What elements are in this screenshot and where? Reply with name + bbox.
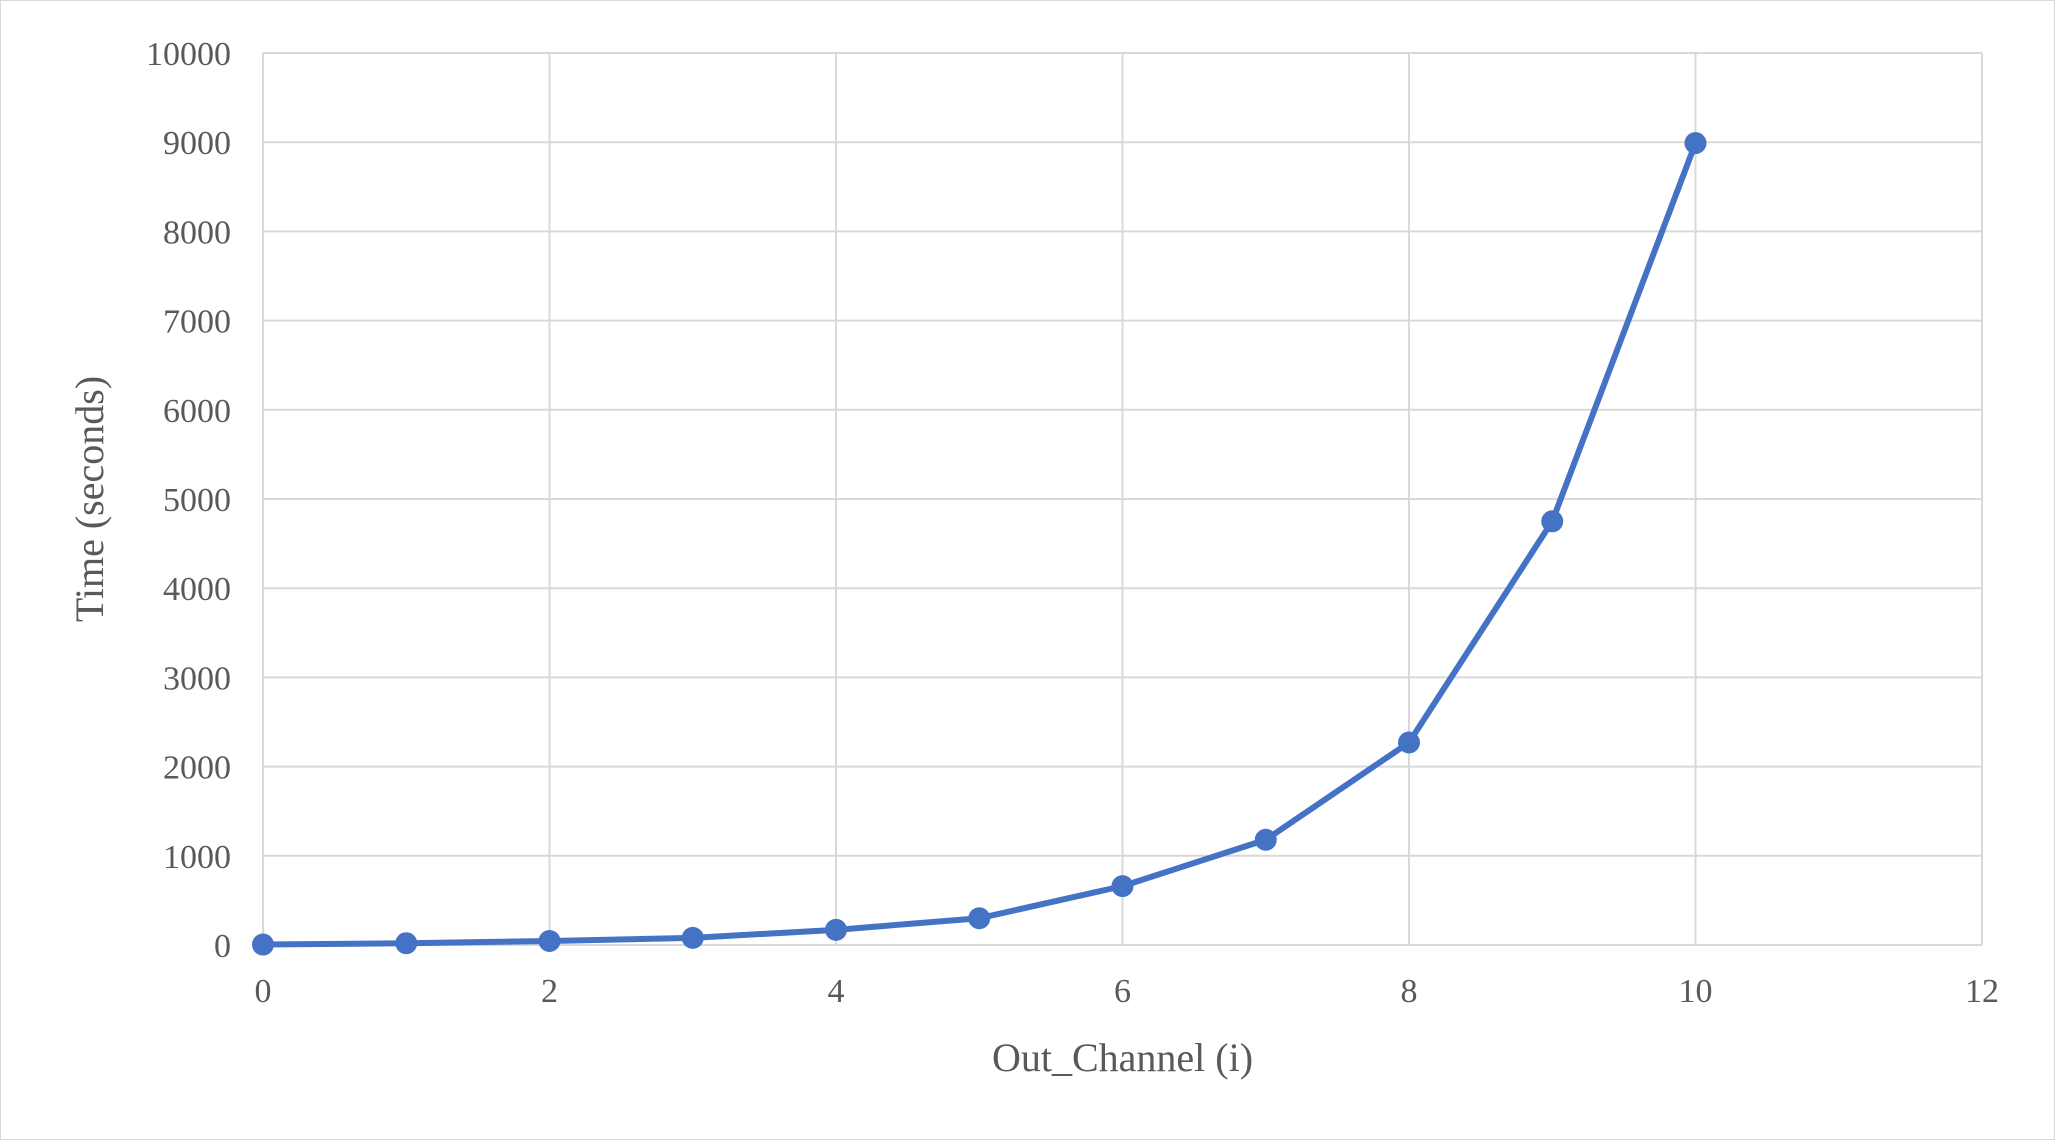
- data-point: [1254, 828, 1277, 851]
- data-point: [681, 926, 704, 949]
- data-point: [968, 907, 991, 930]
- y-tick-label: 2000: [163, 750, 231, 787]
- y-tick-labels: 0 1000 2000 3000 4000 5000 6000 7000 8000 9000 100…: [146, 36, 231, 965]
- data-point: [825, 918, 847, 941]
- y-tick-label: 3000: [163, 660, 231, 697]
- x-axis-title: Out_Channel (i): [992, 1035, 1253, 1080]
- x-tick-label: 2: [541, 973, 558, 1010]
- y-tick-label: 5000: [163, 482, 231, 519]
- x-tick-label: 8: [1401, 973, 1418, 1010]
- series-line: [260, 140, 1699, 948]
- data-point: [1111, 875, 1134, 898]
- y-tick-label: 7000: [163, 304, 231, 341]
- y-axis-title: Time (seconds): [67, 376, 112, 622]
- x-tick-label: 6: [1114, 973, 1131, 1010]
- x-tick-label: 4: [828, 973, 845, 1010]
- data-point: [395, 932, 418, 955]
- data-point: [1684, 132, 1707, 155]
- data-point: [252, 933, 274, 956]
- data-point: [1398, 731, 1420, 754]
- data-point: [538, 929, 561, 952]
- x-tick-label: 0: [255, 973, 272, 1010]
- x-tick-labels: 0 2 4 6 8 10 12: [255, 973, 2000, 1010]
- y-tick-label: 10000: [146, 36, 231, 73]
- y-tick-label: 6000: [163, 393, 231, 430]
- x-tick-label: 10: [1679, 973, 1713, 1010]
- y-tick-label: 9000: [163, 125, 231, 162]
- x-tick-label: 12: [1965, 973, 1999, 1010]
- data-point: [1541, 510, 1564, 533]
- y-tick-label: 8000: [163, 214, 231, 251]
- gridlines: [262, 52, 1983, 946]
- y-tick-label: 0: [214, 928, 231, 965]
- y-tick-label: 1000: [163, 839, 231, 876]
- y-tick-label: 4000: [163, 571, 231, 608]
- series-layer: [252, 132, 1707, 956]
